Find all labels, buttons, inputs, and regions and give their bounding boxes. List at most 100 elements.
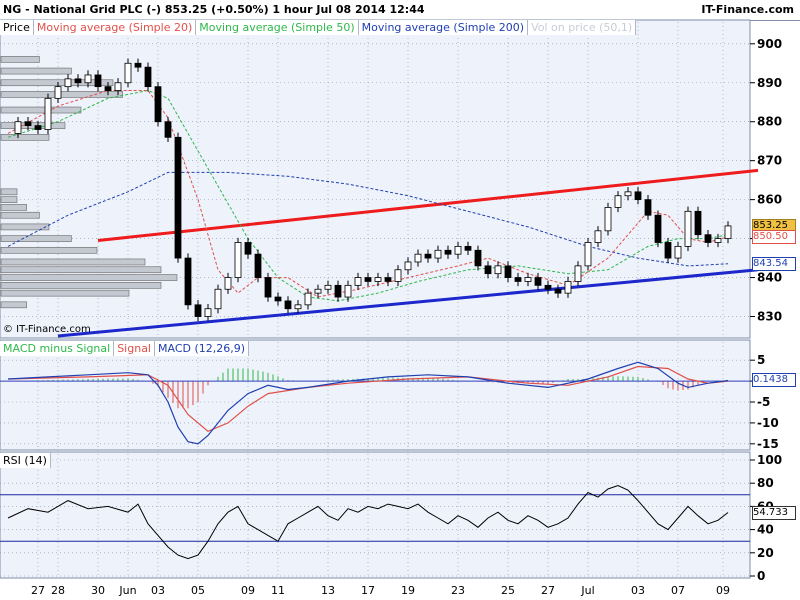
tab-ma20[interactable]: Moving average (Simple 20) xyxy=(33,20,197,35)
price-tick-label: 830 xyxy=(757,310,782,324)
candle-body xyxy=(584,242,592,267)
candle-body xyxy=(274,296,282,302)
candle-body xyxy=(714,238,722,243)
volume-profile-bar xyxy=(0,106,82,114)
candle-body xyxy=(294,304,302,310)
candle-body xyxy=(454,245,462,255)
candle-body xyxy=(514,277,522,282)
candle-body xyxy=(494,265,502,275)
support-line xyxy=(57,268,759,338)
candle-body xyxy=(334,284,342,298)
candle-body xyxy=(524,277,532,282)
candle-body xyxy=(484,265,492,275)
rsi-legend: RSI (14) xyxy=(0,453,51,468)
macd-signal-line xyxy=(7,365,729,432)
candle-body xyxy=(84,74,92,84)
volume-profile-bar xyxy=(0,211,40,219)
volume-profile-bar xyxy=(0,122,66,129)
candle-body xyxy=(184,257,192,306)
candle-body xyxy=(554,288,562,294)
candle-body xyxy=(284,300,292,310)
tab-ma50[interactable]: Moving average (Simple 50) xyxy=(196,20,359,35)
candle-body xyxy=(684,210,692,247)
candle-body xyxy=(394,269,402,282)
candle-body xyxy=(104,86,112,91)
candle-body xyxy=(64,78,72,88)
volume-profile-bar xyxy=(0,79,114,87)
copyright: © IT-Finance.com xyxy=(3,324,91,335)
price-tick-label: 900 xyxy=(757,37,782,51)
tab-signal[interactable]: Signal xyxy=(114,341,155,356)
candle-body xyxy=(244,242,252,255)
candle-body xyxy=(54,86,62,99)
volume-profile-bar xyxy=(0,91,123,98)
candle-body xyxy=(644,199,652,216)
candle-body xyxy=(124,62,132,84)
candle-body xyxy=(594,230,602,243)
macd-tick-label: -5 xyxy=(757,395,770,409)
volume-profile-bar xyxy=(0,301,27,309)
rsi-value-tag: 54.733 xyxy=(752,505,796,520)
tab-rsi[interactable]: RSI (14) xyxy=(0,453,51,468)
macd-tick-label: -15 xyxy=(757,437,779,451)
candle-body xyxy=(564,281,572,294)
x-tick-label: 25 xyxy=(501,584,515,597)
candle-body xyxy=(34,125,42,130)
price-tick-label: 860 xyxy=(757,193,782,207)
tab-macd[interactable]: MACD (12,26,9) xyxy=(155,341,250,356)
rsi-tick-label: 40 xyxy=(757,523,774,537)
candle-body xyxy=(604,207,612,232)
candle-body xyxy=(694,210,702,236)
candle-body xyxy=(114,82,122,91)
volume-profile-bar xyxy=(0,133,50,141)
x-tick-label: Jun xyxy=(118,584,136,597)
brand-label: IT-Finance.com xyxy=(701,3,794,16)
volume-profile-bar xyxy=(0,289,130,297)
x-tick-label: 23 xyxy=(451,584,465,597)
candle-body xyxy=(614,195,622,208)
chart-header: NG - National Grid PLC (-) 853.25 (+0.50… xyxy=(0,0,800,21)
candle-body xyxy=(634,191,642,201)
price-tick-label: 870 xyxy=(757,154,782,168)
x-tick-label: 05 xyxy=(191,584,205,597)
candle-body xyxy=(44,97,52,130)
tab-macd-minus-signal[interactable]: MACD minus Signal xyxy=(0,341,115,356)
ma50-line xyxy=(7,89,729,302)
candle-body xyxy=(164,121,172,138)
candle-body xyxy=(574,265,582,282)
rsi-tick-label: 20 xyxy=(757,546,774,560)
volume-profile-bar xyxy=(0,246,98,254)
candle-body xyxy=(154,86,162,123)
x-tick-label: 28 xyxy=(51,584,65,597)
volume-profile-bar xyxy=(0,266,162,274)
macd-tick-label: -10 xyxy=(757,416,779,430)
x-tick-label: 09 xyxy=(241,584,255,597)
candle-body xyxy=(414,253,422,263)
candle-body xyxy=(134,62,142,68)
price-tick-label: 890 xyxy=(757,76,782,90)
tab-vol-on-price[interactable]: Vol on price (50,1) xyxy=(528,20,637,35)
x-tick-label: 07 xyxy=(671,584,685,597)
candle-body xyxy=(304,292,312,306)
macd-tick-label: 5 xyxy=(757,353,765,367)
candle-body xyxy=(264,277,272,298)
candle-body xyxy=(724,225,732,239)
macd-value-tag: 0.1438 xyxy=(752,373,796,388)
tab-ma200[interactable]: Moving average (Simple 200) xyxy=(358,20,529,35)
candle-body xyxy=(74,78,82,84)
tab-price[interactable]: Price xyxy=(0,20,34,35)
price-tick-label: 840 xyxy=(757,271,782,285)
volume-profile-bar xyxy=(0,56,40,63)
candle-body xyxy=(474,249,482,267)
candle-body xyxy=(224,277,232,290)
candle-body xyxy=(94,74,102,88)
volume-profile-bar xyxy=(0,274,178,281)
candle-body xyxy=(144,66,152,88)
candle-body xyxy=(24,121,32,127)
candle-body xyxy=(544,284,552,290)
x-tick-label: 11 xyxy=(271,584,285,597)
rsi-tick-label: 100 xyxy=(757,453,782,467)
candle-body xyxy=(404,261,412,271)
x-tick-label: 09 xyxy=(716,584,730,597)
